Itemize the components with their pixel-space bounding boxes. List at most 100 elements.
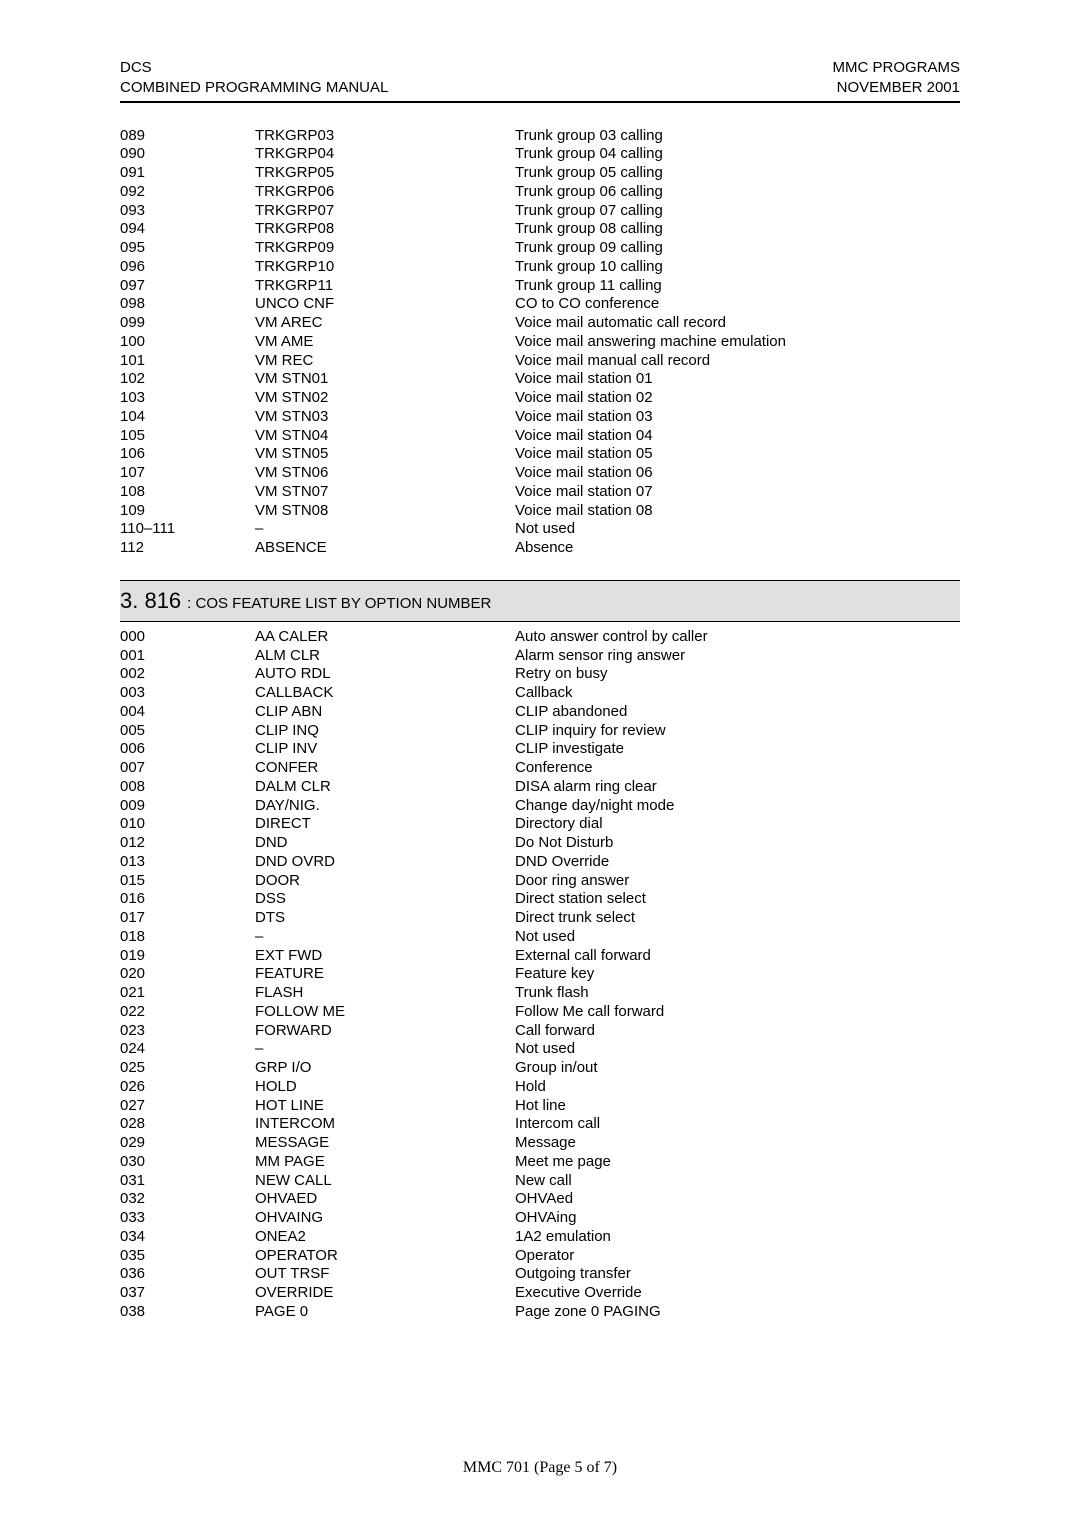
option-description: Retry on busy xyxy=(515,665,960,684)
option-code: FORWARD xyxy=(255,1022,515,1041)
option-description: New call xyxy=(515,1172,960,1191)
page-footer: MMC 701 (Page 5 of 7) xyxy=(0,1459,1080,1477)
option-number: 098 xyxy=(120,295,255,314)
option-code: VM STN01 xyxy=(255,370,515,389)
option-description: Hot line xyxy=(515,1097,960,1116)
page-header: DCS COMBINED PROGRAMMING MANUAL MMC PROG… xyxy=(120,58,960,103)
option-code: DALM CLR xyxy=(255,778,515,797)
table-row: 037OVERRIDEExecutive Override xyxy=(120,1284,960,1303)
option-description: Not used xyxy=(515,520,960,539)
option-description: Trunk group 08 calling xyxy=(515,220,960,239)
option-number: 095 xyxy=(120,239,255,258)
option-number: 009 xyxy=(120,797,255,816)
option-code: – xyxy=(255,520,515,539)
table-row: 101VM RECVoice mail manual call record xyxy=(120,352,960,371)
option-number: 102 xyxy=(120,370,255,389)
option-number: 004 xyxy=(120,703,255,722)
option-code: OHVAED xyxy=(255,1190,515,1209)
table-row: 001ALM CLRAlarm sensor ring answer xyxy=(120,647,960,666)
table-row: 102VM STN01Voice mail station 01 xyxy=(120,370,960,389)
option-number: 036 xyxy=(120,1265,255,1284)
table-row: 106VM STN05Voice mail station 05 xyxy=(120,445,960,464)
option-code: CALLBACK xyxy=(255,684,515,703)
option-number: 108 xyxy=(120,483,255,502)
option-description: OHVAing xyxy=(515,1209,960,1228)
table-row: 098UNCO CNFCO to CO conference xyxy=(120,295,960,314)
option-description: Trunk group 03 calling xyxy=(515,127,960,146)
option-description: Door ring answer xyxy=(515,872,960,891)
option-number: 038 xyxy=(120,1303,255,1322)
option-description: Alarm sensor ring answer xyxy=(515,647,960,666)
table-row: 030MM PAGEMeet me page xyxy=(120,1153,960,1172)
option-number: 026 xyxy=(120,1078,255,1097)
option-description: CLIP investigate xyxy=(515,740,960,759)
option-description: Voice mail station 01 xyxy=(515,370,960,389)
table-row: 107VM STN06Voice mail station 06 xyxy=(120,464,960,483)
option-code: VM AREC xyxy=(255,314,515,333)
option-description: Voice mail station 04 xyxy=(515,427,960,446)
option-code: ALM CLR xyxy=(255,647,515,666)
option-code: FEATURE xyxy=(255,965,515,984)
option-description: Trunk group 07 calling xyxy=(515,202,960,221)
table-row: 005CLIP INQCLIP inquiry for review xyxy=(120,722,960,741)
option-code: MESSAGE xyxy=(255,1134,515,1153)
option-number: 097 xyxy=(120,277,255,296)
table-row: 015DOORDoor ring answer xyxy=(120,872,960,891)
option-code: DIRECT xyxy=(255,815,515,834)
option-code: VM STN08 xyxy=(255,502,515,521)
option-description: Feature key xyxy=(515,965,960,984)
table-row: 105VM STN04Voice mail station 04 xyxy=(120,427,960,446)
option-description: CLIP abandoned xyxy=(515,703,960,722)
option-number: 034 xyxy=(120,1228,255,1247)
table-row: 004CLIP ABNCLIP abandoned xyxy=(120,703,960,722)
option-number: 091 xyxy=(120,164,255,183)
table-row: 017DTSDirect trunk select xyxy=(120,909,960,928)
table-row: 009DAY/NIG.Change day/night mode xyxy=(120,797,960,816)
option-code: TRKGRP11 xyxy=(255,277,515,296)
option-code: FOLLOW ME xyxy=(255,1003,515,1022)
option-description: Not used xyxy=(515,928,960,947)
table-row: 013DND OVRDDND Override xyxy=(120,853,960,872)
option-code: TRKGRP06 xyxy=(255,183,515,202)
option-number: 032 xyxy=(120,1190,255,1209)
option-description: Voice mail station 03 xyxy=(515,408,960,427)
option-description: Voice mail manual call record xyxy=(515,352,960,371)
table-row: 002AUTO RDLRetry on busy xyxy=(120,665,960,684)
option-number: 002 xyxy=(120,665,255,684)
option-description: Message xyxy=(515,1134,960,1153)
table-row: 110–111–Not used xyxy=(120,520,960,539)
option-number: 028 xyxy=(120,1115,255,1134)
option-code: VM STN03 xyxy=(255,408,515,427)
option-code: DND xyxy=(255,834,515,853)
table-row: 022FOLLOW MEFollow Me call forward xyxy=(120,1003,960,1022)
option-description: DISA alarm ring clear xyxy=(515,778,960,797)
table-row: 104VM STN03Voice mail station 03 xyxy=(120,408,960,427)
option-number: 008 xyxy=(120,778,255,797)
option-number: 016 xyxy=(120,890,255,909)
option-description: Direct trunk select xyxy=(515,909,960,928)
option-number: 112 xyxy=(120,539,255,558)
option-number: 010 xyxy=(120,815,255,834)
table-row: 035OPERATOROperator xyxy=(120,1247,960,1266)
feature-table-2: 000AA CALERAuto answer control by caller… xyxy=(120,628,960,1322)
header-left-line2: COMBINED PROGRAMMING MANUAL xyxy=(120,79,388,96)
option-number: 106 xyxy=(120,445,255,464)
option-description: DND Override xyxy=(515,853,960,872)
option-description: Outgoing transfer xyxy=(515,1265,960,1284)
table-row: 029MESSAGEMessage xyxy=(120,1134,960,1153)
option-description: Callback xyxy=(515,684,960,703)
option-number: 096 xyxy=(120,258,255,277)
option-number: 110–111 xyxy=(120,520,255,539)
table-row: 092TRKGRP06Trunk group 06 calling xyxy=(120,183,960,202)
table-row: 012DNDDo Not Disturb xyxy=(120,834,960,853)
option-code: – xyxy=(255,1040,515,1059)
option-description: Voice mail station 05 xyxy=(515,445,960,464)
option-code: TRKGRP04 xyxy=(255,145,515,164)
option-description: Direct station select xyxy=(515,890,960,909)
option-description: CO to CO conference xyxy=(515,295,960,314)
option-description: Executive Override xyxy=(515,1284,960,1303)
table-row: 034ONEA21A2 emulation xyxy=(120,1228,960,1247)
option-description: Trunk group 05 calling xyxy=(515,164,960,183)
option-code: OPERATOR xyxy=(255,1247,515,1266)
option-description: Voice mail automatic call record xyxy=(515,314,960,333)
